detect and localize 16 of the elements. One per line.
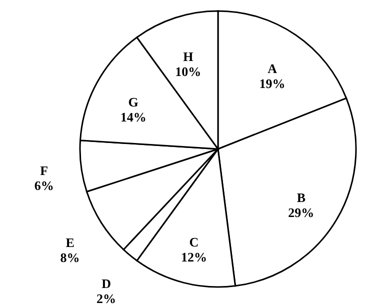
data-label: 2% [96, 291, 116, 306]
data-label: 19% [259, 76, 286, 92]
slice-label: F [40, 162, 48, 178]
slice-label: G [128, 94, 138, 110]
slice-label: D [102, 276, 111, 292]
slice-label: C [189, 234, 199, 250]
data-label: 14% [120, 109, 146, 124]
data-label: 29% [288, 205, 314, 220]
data-label: 12% [180, 250, 207, 265]
slice-label: B [296, 190, 306, 206]
data-label: 6% [34, 178, 54, 193]
slice-label: A [268, 61, 278, 76]
data-label: 10% [175, 64, 202, 80]
slice-label: H [183, 49, 194, 64]
slice-label: E [66, 234, 74, 250]
data-label: 8% [60, 250, 80, 265]
